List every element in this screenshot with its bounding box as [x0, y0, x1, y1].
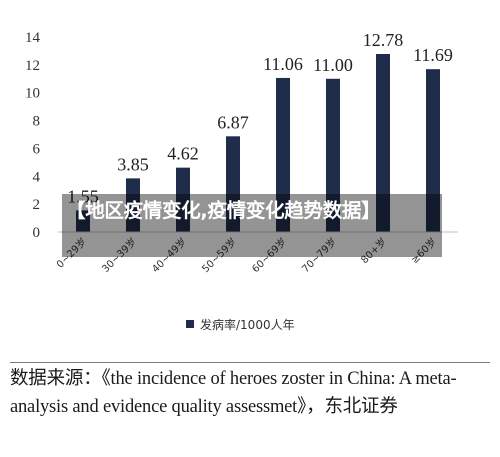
bar-value-label: 12.78 — [363, 30, 404, 50]
y-tick-label: 12 — [25, 58, 40, 74]
bar-value-label: 11.00 — [313, 55, 353, 75]
incidence-bar-chart: 0 2 4 6 8 10 12 14 1.55 3.85 4.62 6.87 11.06 11.00 12… — [25, 30, 458, 332]
bar-value-label: 11.69 — [413, 45, 453, 65]
source-note: 数据来源：《the incidence of heroes zoster in … — [10, 362, 490, 421]
bar-series — [76, 53, 440, 233]
bar — [276, 77, 290, 232]
bar — [426, 69, 440, 232]
y-tick-label: 10 — [25, 86, 40, 102]
legend-label: 发病率/1000人年 — [200, 317, 295, 332]
bar — [76, 210, 90, 232]
overlay-title: 【地区疫情变化,疫情变化趋势数据】 — [66, 199, 381, 222]
bar-value-label: 6.87 — [217, 112, 249, 132]
overlay-banner: 【地区疫情变化,疫情变化趋势数据】 — [62, 194, 442, 257]
y-tick-label: 8 — [33, 114, 41, 130]
y-tick-label: 6 — [33, 141, 41, 157]
y-tick-label: 2 — [33, 197, 41, 213]
legend-swatch — [186, 320, 194, 328]
bar — [326, 78, 340, 233]
bar-value-label: 11.06 — [263, 54, 303, 74]
bar-value-label: 4.62 — [167, 144, 199, 164]
bar-value-label: 1.55 — [67, 186, 99, 206]
y-tick-label: 4 — [33, 169, 41, 185]
bar-value-label: 3.85 — [117, 154, 149, 174]
y-tick-label: 0 — [33, 225, 41, 241]
data-labels: 1.55 3.85 4.62 6.87 11.06 11.00 12.78 11.69 — [67, 30, 453, 206]
bar — [176, 167, 190, 232]
y-axis: 0 2 4 6 8 10 12 14 — [25, 30, 41, 241]
source-text: 数据来源：《the incidence of heroes zoster in … — [10, 369, 457, 417]
bar — [226, 136, 240, 232]
bar — [126, 178, 140, 232]
bar — [376, 53, 390, 232]
legend: 发病率/1000人年 — [186, 317, 295, 332]
y-tick-label: 14 — [25, 30, 41, 46]
